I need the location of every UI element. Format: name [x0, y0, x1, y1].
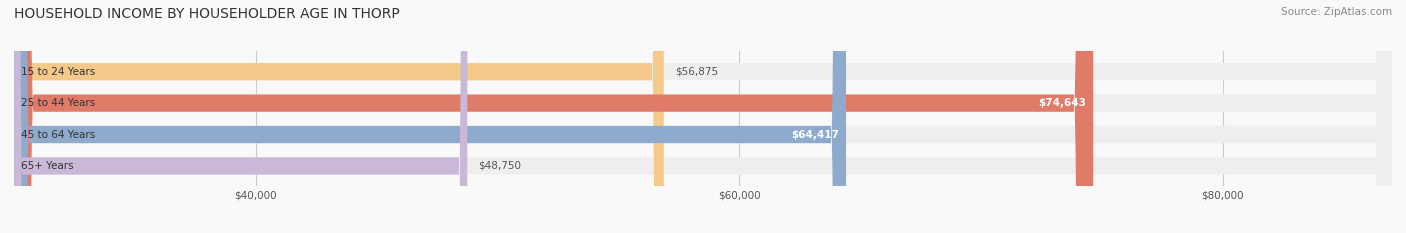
FancyBboxPatch shape	[14, 0, 1392, 233]
FancyBboxPatch shape	[14, 0, 1392, 233]
Text: 25 to 44 Years: 25 to 44 Years	[21, 98, 96, 108]
FancyBboxPatch shape	[14, 0, 846, 233]
FancyBboxPatch shape	[14, 0, 1094, 233]
Text: 65+ Years: 65+ Years	[21, 161, 73, 171]
Text: Source: ZipAtlas.com: Source: ZipAtlas.com	[1281, 7, 1392, 17]
Text: $64,417: $64,417	[792, 130, 839, 140]
FancyBboxPatch shape	[14, 0, 1392, 233]
Text: $48,750: $48,750	[478, 161, 522, 171]
Text: $56,875: $56,875	[675, 67, 718, 77]
FancyBboxPatch shape	[14, 0, 664, 233]
Text: HOUSEHOLD INCOME BY HOUSEHOLDER AGE IN THORP: HOUSEHOLD INCOME BY HOUSEHOLDER AGE IN T…	[14, 7, 399, 21]
Text: 45 to 64 Years: 45 to 64 Years	[21, 130, 96, 140]
Text: $74,643: $74,643	[1039, 98, 1087, 108]
Text: 15 to 24 Years: 15 to 24 Years	[21, 67, 96, 77]
FancyBboxPatch shape	[14, 0, 467, 233]
FancyBboxPatch shape	[14, 0, 1392, 233]
